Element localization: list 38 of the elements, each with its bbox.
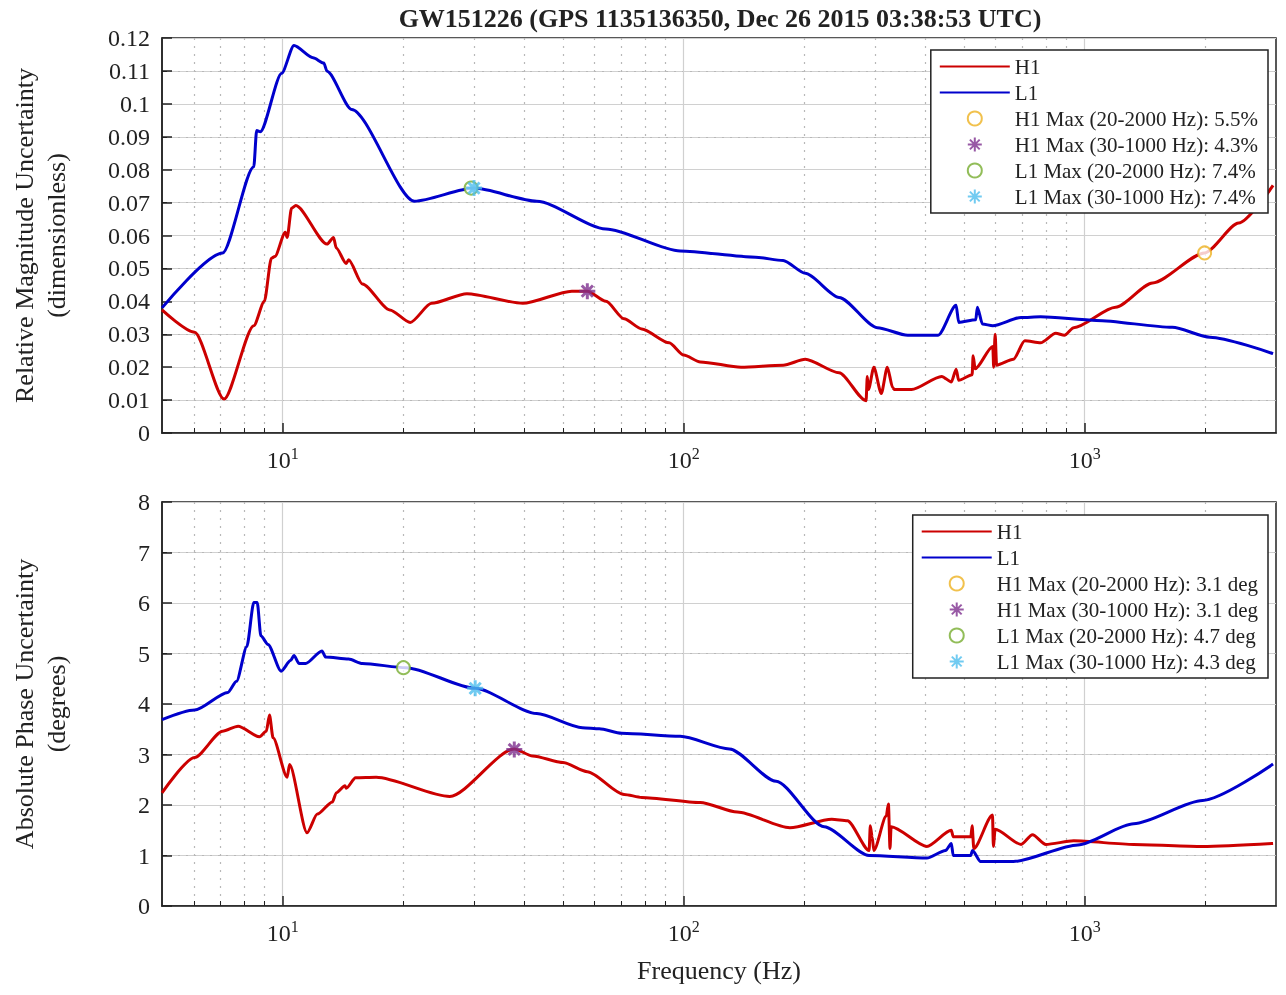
y-tick-label: 0.11 <box>108 57 150 84</box>
legend-label: H1 <box>1014 54 1041 79</box>
y-tick-label: 0.12 <box>108 25 150 51</box>
y-tick-label: 8 <box>138 489 150 515</box>
y-tick-label: 2 <box>138 792 150 818</box>
chart-title: GW151226 (GPS 1135136350, Dec 26 2015 03:38:53 UTC) <box>398 3 1042 33</box>
y-tick-label: 0.05 <box>108 255 150 282</box>
y-tick-label: 0.09 <box>108 123 150 150</box>
y-tick-label: 7 <box>138 539 150 566</box>
legend-label: L1 Max (30-1000 Hz): 7.4% <box>1014 184 1256 209</box>
y-tick-label: 3 <box>138 741 150 768</box>
y-tick-label: 0.07 <box>108 189 150 216</box>
legend-label: L1 <box>1014 80 1039 105</box>
legend-label: L1 Max (20-2000 Hz): 7.4% <box>1014 158 1256 183</box>
y-tick-label: 5 <box>138 640 150 667</box>
legend-label: H1 <box>996 519 1023 544</box>
legend-label: H1 Max (30-1000 Hz): 4.3% <box>1014 132 1258 157</box>
y-tick-label: 0 <box>138 420 150 446</box>
legend-label: L1 Max (20-2000 Hz): 4.7 deg <box>996 623 1257 648</box>
y-tick-label: 0.02 <box>108 354 150 381</box>
y-tick-label: 0.08 <box>108 156 150 183</box>
legend-label: H1 Max (20-2000 Hz): 3.1 deg <box>996 571 1259 596</box>
y-tick-label: 4 <box>138 691 150 717</box>
y-axis-title: Absolute Phase Uncertainty (degrees) <box>9 558 71 850</box>
legend-label: H1 Max (30-1000 Hz): 3.1 deg <box>996 597 1259 622</box>
legend-label: L1 Max (30-1000 Hz): 4.3 deg <box>996 649 1257 674</box>
y-tick-label: 0 <box>138 893 150 919</box>
legend-label: L1 <box>996 545 1021 570</box>
y-tick-label: 1 <box>138 842 150 869</box>
y-tick-label: 6 <box>138 590 150 616</box>
y-tick-label: 0.03 <box>108 321 150 348</box>
y-tick-label: 0.04 <box>108 288 150 315</box>
y-tick-label: 0.1 <box>120 90 150 117</box>
y-tick-label: 0.01 <box>108 387 150 414</box>
x-axis-title: Frequency (Hz) <box>637 955 801 985</box>
legend-label: H1 Max (20-2000 Hz): 5.5% <box>1014 106 1258 131</box>
y-axis-title: Relative Magnitude Uncertainty (dimensionless) <box>9 67 71 404</box>
y-tick-label: 0.06 <box>108 222 150 249</box>
